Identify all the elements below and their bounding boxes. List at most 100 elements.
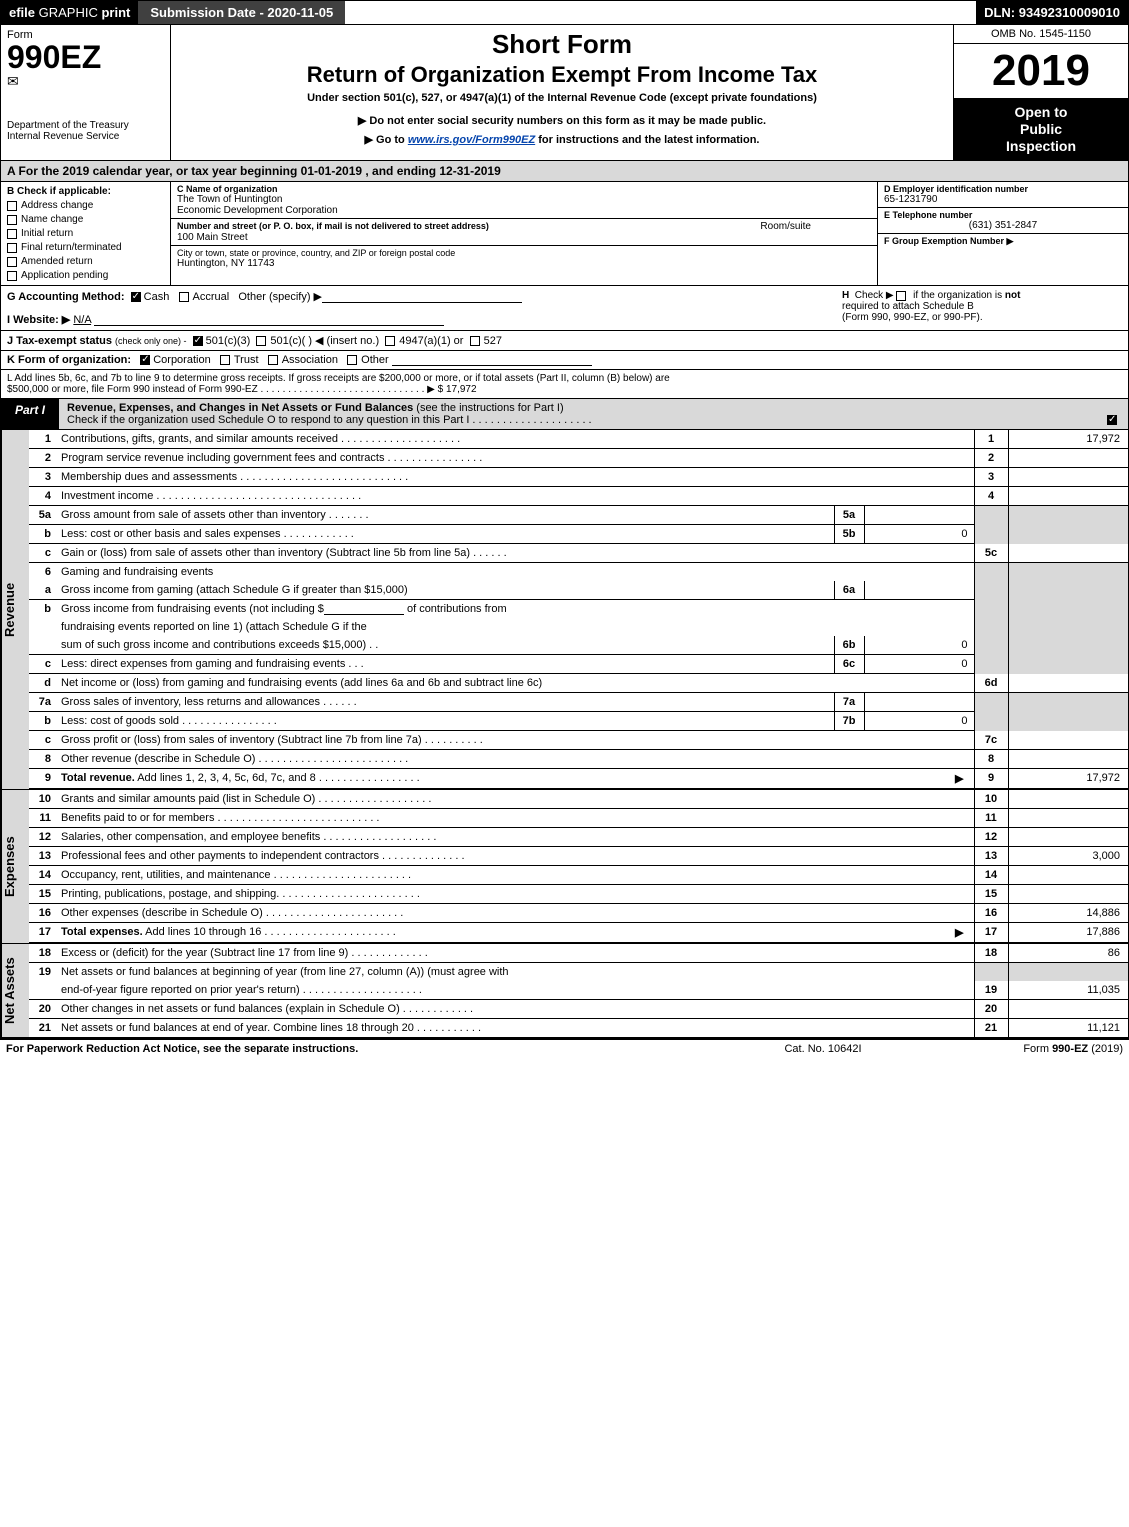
line-7a-gray2 — [1008, 693, 1128, 712]
line-11-val — [1008, 809, 1128, 828]
chk-other-org[interactable] — [347, 355, 357, 365]
line-17-val: 17,886 — [1008, 923, 1128, 943]
efile-label[interactable]: efile GRAPHIC print — [1, 1, 138, 24]
chk-association[interactable] — [268, 355, 278, 365]
j-label: J Tax-exempt status — [7, 335, 112, 347]
chk-initial-return[interactable] — [7, 229, 17, 239]
goto-link[interactable]: www.irs.gov/Form990EZ — [408, 134, 535, 146]
footer-form-pre: Form — [1023, 1043, 1052, 1055]
part-1-subtitle: (see the instructions for Part I) — [416, 402, 563, 414]
line-6b-1: b Gross income from fundraising events (… — [29, 600, 1128, 619]
header-left: Form 990EZ ✉ Department of the Treasury … — [1, 25, 171, 160]
line-6c-mbox: 6c — [834, 655, 864, 674]
line-5a-mbox: 5a — [834, 506, 864, 525]
chk-address-change[interactable] — [7, 201, 17, 211]
opt-address-change: Address change — [21, 200, 93, 211]
line-5b: b Less: cost or other basis and sales ex… — [29, 525, 1128, 544]
line-13-val: 3,000 — [1008, 847, 1128, 866]
g-cash: Cash — [144, 291, 170, 303]
line-16-desc: Other expenses (describe in Schedule O) … — [57, 904, 974, 923]
chk-accrual[interactable] — [179, 292, 189, 302]
chk-name-change[interactable] — [7, 215, 17, 225]
line-7b-gray2 — [1008, 712, 1128, 731]
line-5b-num: b — [29, 525, 57, 544]
line-6d: d Net income or (loss) from gaming and f… — [29, 674, 1128, 693]
chk-501c3[interactable] — [193, 336, 203, 346]
line-19-val: 11,035 — [1008, 981, 1128, 1000]
line-14-desc: Occupancy, rent, utilities, and maintena… — [57, 866, 974, 885]
chk-final-return[interactable] — [7, 243, 17, 253]
footer: For Paperwork Reduction Act Notice, see … — [0, 1038, 1129, 1058]
line-12-val — [1008, 828, 1128, 847]
k-other-blank[interactable] — [392, 354, 592, 366]
open-l2: Public — [958, 121, 1124, 138]
chk-application-pending[interactable] — [7, 271, 17, 281]
l-gross-receipts: 17,972 — [446, 384, 477, 395]
chk-527[interactable] — [470, 336, 480, 346]
h-text3: required to attach Schedule B — [842, 301, 1122, 312]
box-b: B Check if applicable: Address change Na… — [1, 182, 171, 285]
line-20-box: 20 — [974, 1000, 1008, 1019]
line-6c-gray — [974, 655, 1008, 674]
sidebar-expenses: Expenses — [1, 790, 29, 943]
j-o1: 501(c)(3) — [206, 335, 251, 347]
line-6b-3: sum of such gross income and contributio… — [29, 636, 1128, 655]
line-10-desc: Grants and similar amounts paid (list in… — [57, 790, 974, 809]
line-20-desc: Other changes in net assets or fund bala… — [57, 1000, 974, 1019]
chk-corporation[interactable] — [140, 355, 150, 365]
line-20: 20 Other changes in net assets or fund b… — [29, 1000, 1128, 1019]
line-21-num: 21 — [29, 1019, 57, 1038]
row-j: J Tax-exempt status (check only one) - 5… — [0, 331, 1129, 351]
line-16-val: 14,886 — [1008, 904, 1128, 923]
row-g-h: G Accounting Method: Cash Accrual Other … — [0, 286, 1129, 331]
line-6b-desc1b: of contributions from — [404, 603, 507, 615]
line-8-box: 8 — [974, 750, 1008, 769]
dln-label: DLN: — [984, 5, 1019, 20]
line-10-box: 10 — [974, 790, 1008, 809]
expenses-table: 10 Grants and similar amounts paid (list… — [29, 790, 1128, 943]
line-5a-num: 5a — [29, 506, 57, 525]
line-14-num: 14 — [29, 866, 57, 885]
box-c: C Name of organization The Town of Hunti… — [171, 182, 878, 285]
line-6-num: 6 — [29, 563, 57, 582]
line-6a-mval — [864, 581, 974, 600]
line-17-descb: Total expenses. — [61, 926, 143, 938]
chk-h[interactable] — [896, 291, 906, 301]
line-6b-blank — [324, 603, 404, 615]
h-label: H — [842, 290, 849, 301]
line-4-box: 4 — [974, 487, 1008, 506]
chk-501c[interactable] — [256, 336, 266, 346]
line-5a: 5a Gross amount from sale of assets othe… — [29, 506, 1128, 525]
line-10-num: 10 — [29, 790, 57, 809]
row-l: L Add lines 5b, 6c, and 7b to line 9 to … — [0, 370, 1129, 399]
chk-amended-return[interactable] — [7, 257, 17, 267]
line-18-desc: Excess or (deficit) for the year (Subtra… — [57, 944, 974, 963]
chk-trust[interactable] — [220, 355, 230, 365]
line-15: 15 Printing, publications, postage, and … — [29, 885, 1128, 904]
part-1-tab: Part I — [1, 399, 59, 429]
line-2-desc: Program service revenue including govern… — [57, 449, 974, 468]
line-5c: c Gain or (loss) from sale of assets oth… — [29, 544, 1128, 563]
short-form-title: Short Form — [179, 29, 945, 60]
chk-schedule-o[interactable] — [1107, 415, 1117, 425]
k-o4: Other — [361, 354, 389, 366]
line-12-num: 12 — [29, 828, 57, 847]
line-19-box: 19 — [974, 981, 1008, 1000]
line-6c-mval: 0 — [864, 655, 974, 674]
line-6b3-gray2 — [1008, 636, 1128, 655]
note-ssn: ▶ Do not enter social security numbers o… — [179, 114, 945, 127]
chk-4947[interactable] — [385, 336, 395, 346]
chk-cash[interactable] — [131, 292, 141, 302]
line-15-val — [1008, 885, 1128, 904]
sidebar-revenue: Revenue — [1, 430, 29, 789]
efile-print[interactable]: print — [101, 5, 130, 20]
submission-label: Submission Date - — [150, 5, 267, 20]
line-6c-desc: Less: direct expenses from gaming and fu… — [57, 655, 834, 674]
line-19-num: 19 — [29, 963, 57, 982]
g-other-blank[interactable] — [322, 291, 522, 303]
dln-value: 93492310009010 — [1019, 5, 1120, 20]
line-6a-gray2 — [1008, 581, 1128, 600]
f-label: F Group Exemption Number ▶ — [884, 236, 1013, 246]
line-6d-desc: Net income or (loss) from gaming and fun… — [57, 674, 974, 693]
expenses-section: Expenses 10 Grants and similar amounts p… — [0, 789, 1129, 943]
